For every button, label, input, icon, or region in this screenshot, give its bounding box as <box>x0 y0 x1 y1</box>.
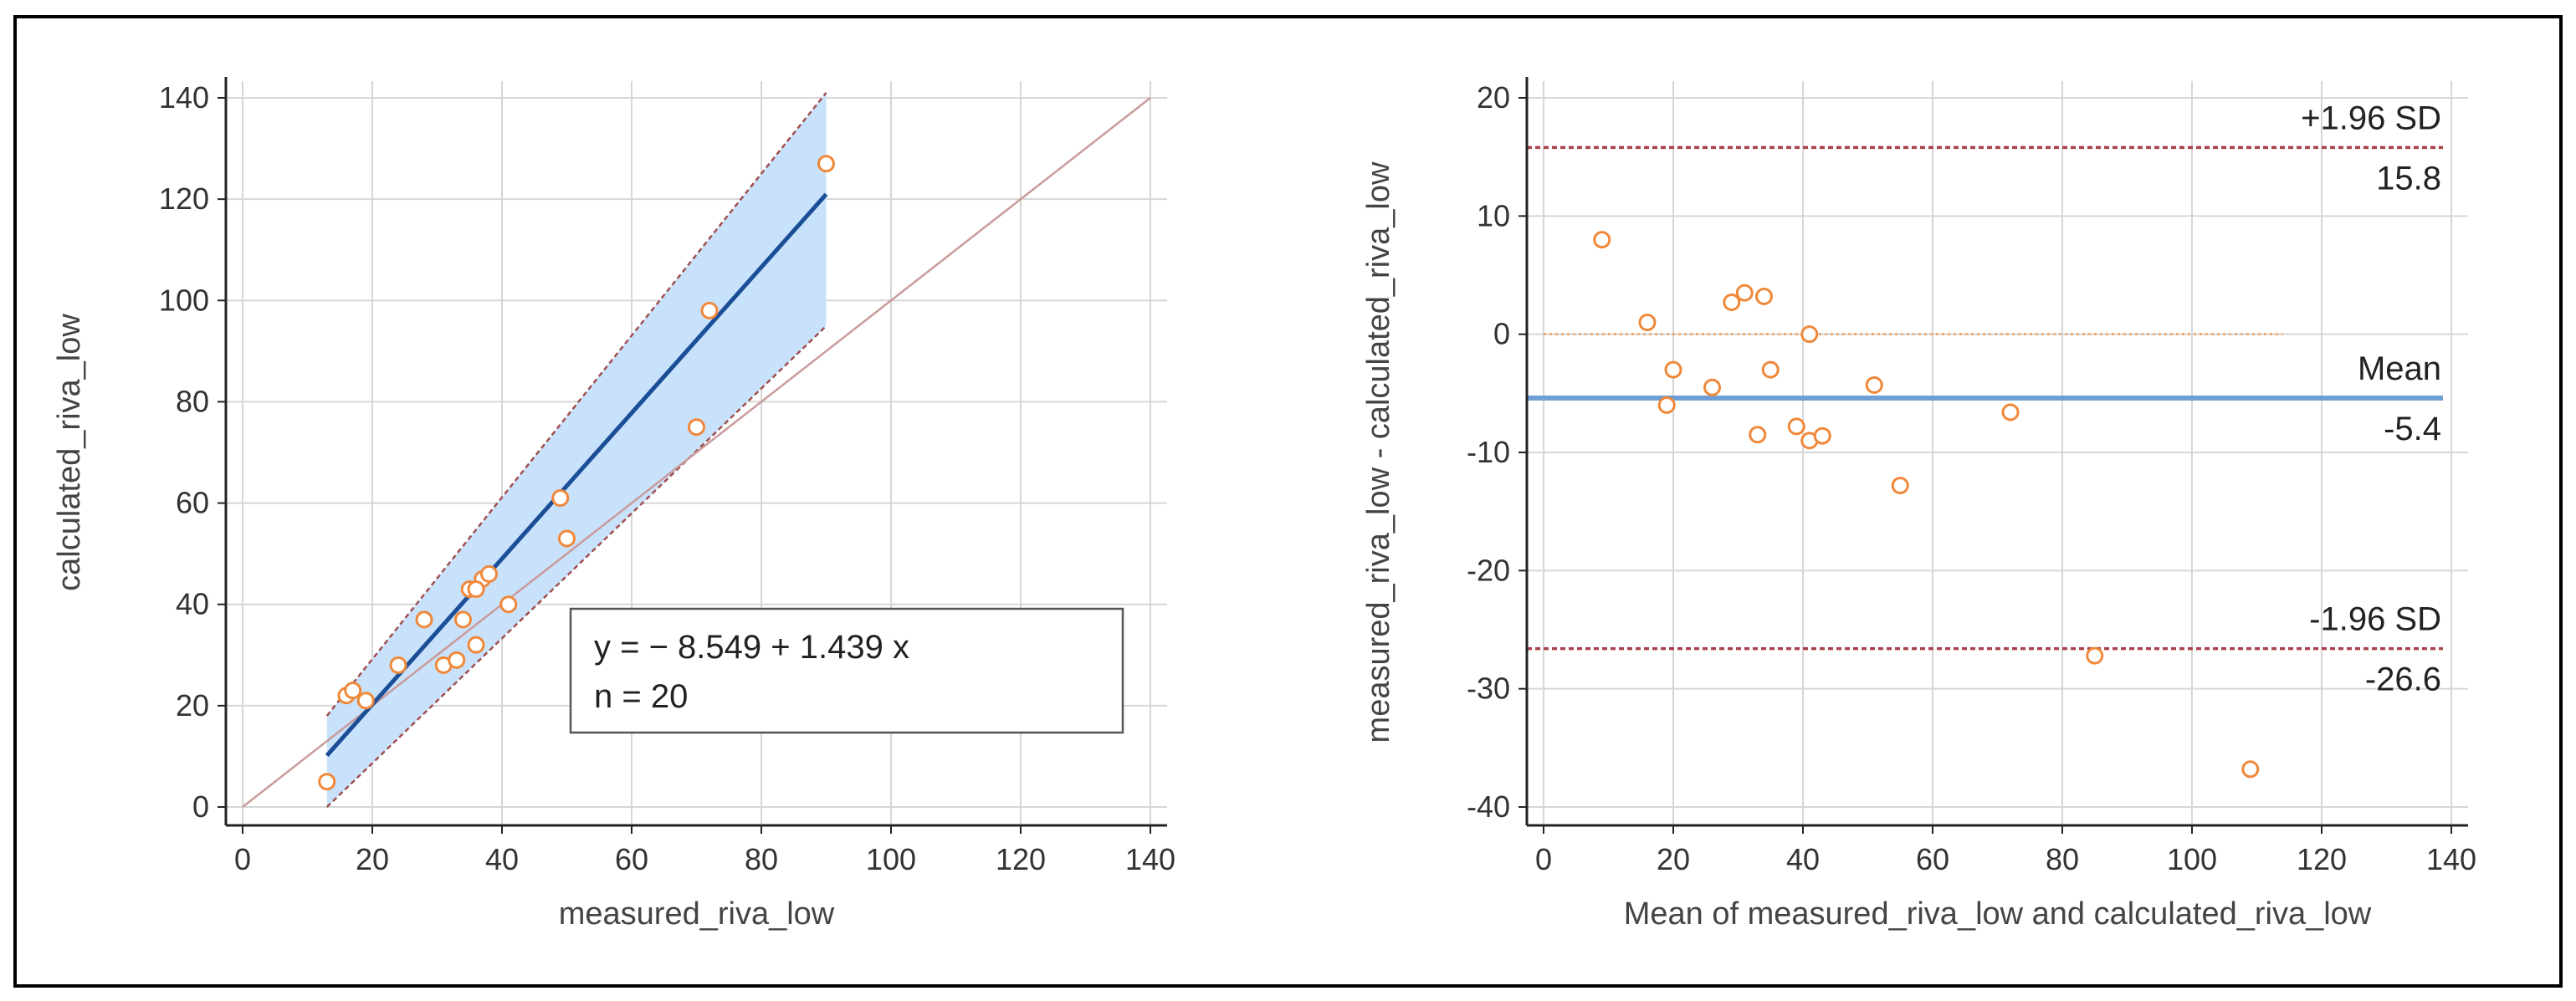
data-point-0 <box>1593 231 1611 249</box>
y-tick-label: -40 <box>1467 789 1510 824</box>
sample-size: n = 20 <box>594 678 688 715</box>
bland-altman-axes <box>1525 77 2468 827</box>
data-point-10 <box>467 636 485 654</box>
regression-y-ticks: 0 20 40 60 80 100 120 140 <box>159 80 226 824</box>
bland-altman-y-ticks: 20 10 0 -10 -20 -30 -40 <box>1467 80 1527 824</box>
regression-points <box>318 155 835 791</box>
data-point-14 <box>551 489 570 508</box>
upper-limit-label: +1.96 SD <box>2301 100 2441 136</box>
data-point-10 <box>1787 417 1805 436</box>
y-tick-label: -10 <box>1467 435 1510 469</box>
y-tick-label: 40 <box>176 587 209 621</box>
data-point-15 <box>1891 477 1909 495</box>
x-tick-label: 0 <box>234 842 251 876</box>
equation-box-border <box>569 607 1124 734</box>
x-tick-label: 140 <box>1125 842 1175 876</box>
y-tick-label: 0 <box>192 789 209 824</box>
regression-line <box>325 192 828 758</box>
x-tick-label: 60 <box>615 842 648 876</box>
bland-altman-x-axis-label: Mean of measured_riva_low and calculated… <box>1624 896 2372 932</box>
x-tick-label: 20 <box>356 842 389 876</box>
x-tick-label: 80 <box>2046 842 2079 876</box>
data-point-13 <box>1813 426 1831 445</box>
data-point-2 <box>344 682 362 700</box>
x-tick-label: 60 <box>1916 842 1949 876</box>
y-tick-label: 100 <box>159 283 209 317</box>
data-point-11 <box>1800 325 1819 344</box>
data-point-17 <box>700 301 719 319</box>
data-point-2 <box>1664 360 1682 379</box>
y-tick-label: 60 <box>176 486 209 520</box>
data-point-17 <box>2086 646 2104 665</box>
data-point-6 <box>1735 283 1754 302</box>
mean-value: -5.4 <box>2384 411 2441 447</box>
upper-limit-value: 15.8 <box>2376 160 2441 197</box>
y-tick-label: -20 <box>1467 553 1510 587</box>
y-tick-label: 0 <box>1493 317 1510 351</box>
mean-label: Mean <box>2358 350 2441 387</box>
data-point-5 <box>415 610 433 629</box>
data-point-18 <box>817 155 835 173</box>
regression-equation: y = − 8.549 + 1.439 x <box>594 629 909 666</box>
data-point-7 <box>1755 287 1773 305</box>
bland-altman-x-ticks: 0 20 40 60 80 100 120 140 <box>1535 825 2476 876</box>
y-tick-label: 120 <box>159 181 209 216</box>
bland-altman-points <box>1593 231 2260 779</box>
regression-equation-box: y = − 8.549 + 1.439 x n = 20 <box>569 607 1124 734</box>
regression-confidence-band <box>326 92 827 807</box>
identity-line <box>242 97 1151 808</box>
x-tick-label: 120 <box>996 842 1046 876</box>
data-point-9 <box>1761 360 1780 379</box>
regression-axes <box>224 77 1167 827</box>
bland-altman-grid <box>1527 81 2468 824</box>
data-point-18 <box>2241 760 2260 779</box>
y-tick-label: 20 <box>176 688 209 723</box>
data-point-3 <box>356 692 375 710</box>
x-tick-label: 0 <box>1535 842 1552 876</box>
data-point-1 <box>1638 314 1657 332</box>
regression-chart: 0 20 40 60 80 100 120 140 0 20 40 60 80 100 120 140 me… <box>52 77 1175 932</box>
data-point-19 <box>467 580 485 599</box>
bland-altman-y-axis-label: measured_riva_low - calculated_riva_low <box>1361 161 1396 743</box>
data-point-16 <box>688 418 705 437</box>
data-point-0 <box>318 773 336 791</box>
y-tick-label: 10 <box>1477 198 1510 232</box>
regression-y-axis-label: calculated_riva_low <box>52 314 87 591</box>
data-point-3 <box>1657 396 1676 414</box>
data-point-5 <box>1723 294 1741 312</box>
y-tick-label: 20 <box>1477 80 1510 115</box>
x-tick-label: 40 <box>485 842 519 876</box>
x-tick-label: 20 <box>1657 842 1690 876</box>
x-tick-label: 100 <box>866 842 916 876</box>
lower-limit-value: -26.6 <box>2365 661 2441 698</box>
data-point-4 <box>389 656 407 674</box>
data-point-14 <box>1865 375 1883 394</box>
regression-x-axis-label: measured_riva_low <box>559 896 835 932</box>
x-tick-label: 80 <box>745 842 778 876</box>
regression-x-ticks: 0 20 40 60 80 100 120 140 <box>234 825 1175 876</box>
data-point-16 <box>2001 403 2020 421</box>
data-point-8 <box>1749 426 1767 444</box>
lower-limit-label: -1.96 SD <box>2309 601 2441 638</box>
regression-band-lower-edge <box>325 324 827 808</box>
y-tick-label: -30 <box>1467 672 1510 706</box>
data-point-4 <box>1703 378 1721 396</box>
data-point-13 <box>499 595 518 614</box>
x-tick-label: 120 <box>2297 842 2347 876</box>
data-point-12 <box>480 564 498 583</box>
y-tick-label: 140 <box>159 80 209 115</box>
data-point-15 <box>558 529 576 548</box>
x-tick-label: 40 <box>1786 842 1820 876</box>
x-tick-label: 100 <box>2167 842 2217 876</box>
data-point-8 <box>454 610 472 629</box>
x-tick-label: 140 <box>2426 842 2476 876</box>
data-point-7 <box>448 651 466 669</box>
y-tick-label: 80 <box>176 384 209 418</box>
regression-band-upper-edge <box>325 92 827 717</box>
